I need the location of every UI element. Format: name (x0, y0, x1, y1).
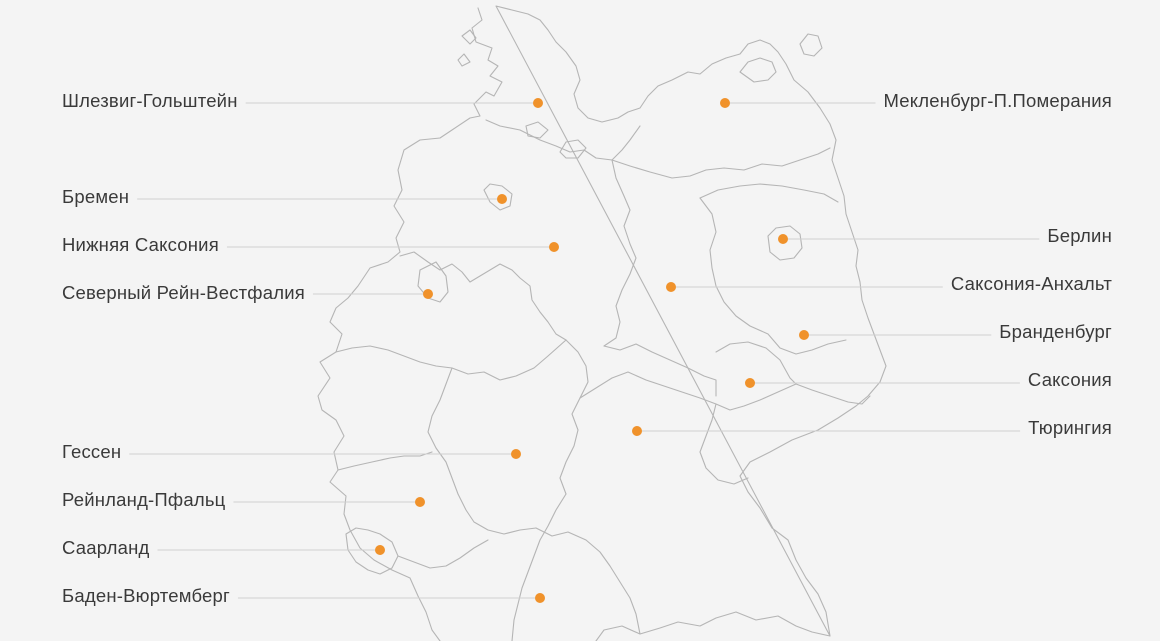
island-outline (525, 121, 549, 139)
label-hesse: Гессен (62, 441, 122, 462)
label-brandenburg: Бранденбург (999, 321, 1112, 342)
island-outline (799, 33, 823, 57)
marker-nrw[interactable] (423, 289, 433, 299)
island-outline (457, 53, 471, 67)
marker-mecklenburg[interactable] (720, 98, 730, 108)
label-saxony: Саксония (1027, 369, 1112, 390)
island-outline (461, 29, 477, 45)
label-thuringia: Тюрингия (1028, 417, 1112, 438)
label-saarland: Саарланд (62, 537, 150, 558)
marker-saxony[interactable] (745, 378, 755, 388)
label-bremen: Бремен (62, 186, 130, 207)
marker-saarland[interactable] (375, 545, 385, 555)
label-nrw: Северный Рейн-Вестфалия (62, 282, 305, 303)
country-outline (317, 5, 887, 641)
label-baden-wurttemberg: Баден-Вюртемберг (62, 585, 230, 606)
marker-saxony-anhalt[interactable] (666, 282, 676, 292)
marker-brandenburg[interactable] (799, 330, 809, 340)
island-outline (739, 57, 777, 83)
label-berlin: Берлин (1047, 225, 1112, 246)
label-lower-saxony: Нижняя Саксония (62, 234, 219, 255)
leader-lines (129, 102, 1040, 599)
label-saxony-anhalt: Саксония-Анхальт (950, 273, 1112, 294)
label-schleswig-holstein: Шлезвиг-Гольштейн (62, 90, 238, 111)
marker-thuringia[interactable] (632, 426, 642, 436)
marker-bremen[interactable] (497, 194, 507, 204)
marker-hesse[interactable] (511, 449, 521, 459)
label-rhineland-palatinate: Рейнланд-Пфальц (62, 489, 226, 510)
marker-baden-wurttemberg[interactable] (535, 593, 545, 603)
marker-rhineland-palatinate[interactable] (415, 497, 425, 507)
label-mecklenburg: Мекленбург-П.Померания (883, 90, 1112, 111)
region-markers (375, 98, 809, 603)
marker-lower-saxony[interactable] (549, 242, 559, 252)
state-borders (317, 5, 887, 641)
marker-berlin[interactable] (778, 234, 788, 244)
marker-schleswig-holstein[interactable] (533, 98, 543, 108)
